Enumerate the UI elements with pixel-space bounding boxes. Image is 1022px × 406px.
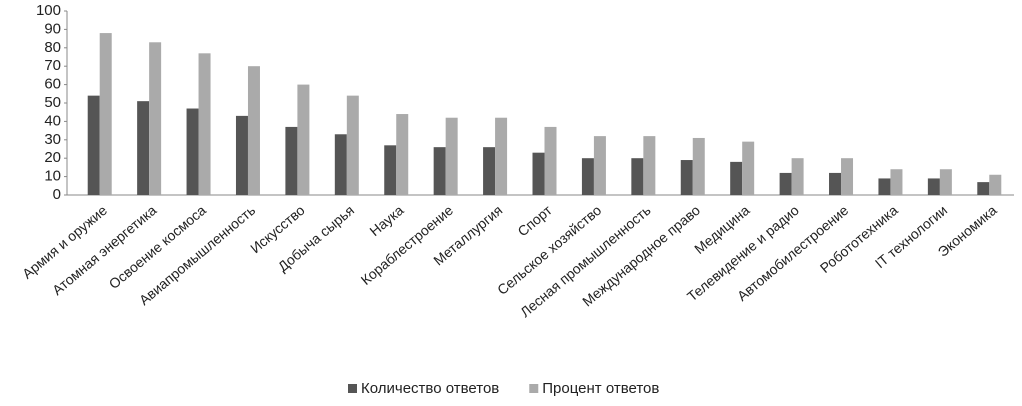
bar xyxy=(829,172,842,195)
bar xyxy=(297,84,310,195)
bar xyxy=(186,108,199,195)
bar xyxy=(593,136,606,195)
y-tick-label: 60 xyxy=(44,76,61,93)
bar xyxy=(235,115,248,195)
legend-swatch xyxy=(348,384,357,393)
bar xyxy=(433,147,446,195)
x-tick-label: Наука xyxy=(366,202,406,239)
bar xyxy=(87,95,100,195)
y-tick-label: 40 xyxy=(44,112,61,129)
bar xyxy=(791,158,804,195)
bar xyxy=(581,158,594,195)
y-tick-label: 50 xyxy=(44,94,61,111)
x-tick-label: Кораблестроение xyxy=(358,202,457,288)
bar xyxy=(544,126,557,195)
bar xyxy=(680,160,693,195)
bar xyxy=(99,33,112,195)
y-tick-label: 0 xyxy=(53,186,61,203)
bar xyxy=(730,161,743,195)
bar xyxy=(285,126,298,195)
bar xyxy=(939,169,952,195)
bar xyxy=(247,66,260,195)
bar xyxy=(396,114,409,195)
bar xyxy=(495,117,508,195)
bar xyxy=(631,158,644,195)
bar xyxy=(137,101,150,195)
bar xyxy=(149,42,162,195)
bar xyxy=(989,174,1002,195)
bar xyxy=(532,152,545,195)
bar xyxy=(334,134,347,195)
bar xyxy=(779,172,792,195)
bar xyxy=(643,136,656,195)
bar xyxy=(890,169,903,195)
bar xyxy=(346,95,359,195)
y-tick-label: 100 xyxy=(36,2,61,19)
bar xyxy=(384,145,397,195)
bar xyxy=(878,178,891,195)
y-tick-label: 30 xyxy=(44,131,61,148)
legend-swatch xyxy=(529,384,539,393)
bar xyxy=(841,158,854,195)
y-tick-label: 90 xyxy=(44,20,61,37)
bar xyxy=(927,178,940,195)
bar xyxy=(483,147,496,195)
y-tick-label: 70 xyxy=(44,57,61,74)
x-tick-label: Армия и оружие xyxy=(19,202,110,282)
y-tick-label: 80 xyxy=(44,39,61,56)
legend-label: Количество ответов xyxy=(361,380,499,397)
bar xyxy=(977,182,990,195)
bar xyxy=(198,53,211,195)
y-tick-label: 10 xyxy=(44,168,61,185)
bar xyxy=(742,141,755,195)
legend-label: Процент ответов xyxy=(542,380,659,397)
bar xyxy=(692,137,705,195)
bar xyxy=(445,117,458,195)
y-tick-label: 20 xyxy=(44,149,61,166)
x-tick-label: Спорт xyxy=(514,202,555,240)
